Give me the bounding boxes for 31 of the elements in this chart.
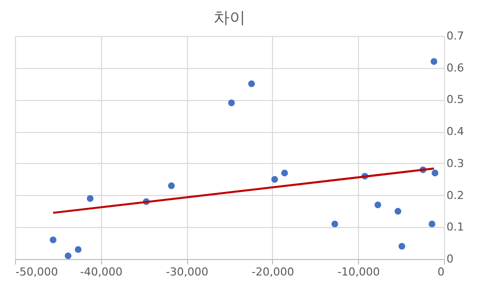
- point: [432, 170, 438, 176]
- y-tick-label: 0.5: [446, 93, 464, 106]
- x-tick-label: -50,000: [16, 266, 58, 278]
- point: [398, 242, 406, 250]
- point: [74, 246, 82, 253]
- point: [168, 182, 175, 190]
- point: [86, 195, 94, 202]
- y-tick-label: 0.1: [446, 220, 464, 234]
- point: [374, 201, 382, 208]
- y-tick-label: 0.2: [446, 188, 464, 202]
- x-tick-label: -10,000: [337, 266, 380, 278]
- point: [228, 100, 235, 106]
- x-tick-label: -30,000: [166, 266, 208, 278]
- point: [281, 170, 288, 176]
- y-tick-label: 0.7: [446, 30, 464, 42]
- point: [430, 58, 438, 65]
- point: [271, 176, 278, 183]
- point: [331, 220, 338, 228]
- y-tick-label: 0.6: [446, 61, 464, 74]
- y-tick-label: 0: [446, 252, 454, 266]
- y-tick-label: 0.3: [446, 156, 464, 170]
- point: [394, 208, 402, 215]
- point: [64, 252, 72, 260]
- point: [248, 80, 255, 88]
- chart-title: 차이: [214, 8, 246, 27]
- point: [50, 236, 56, 244]
- x-tick-label: 0: [438, 266, 444, 278]
- x-tick-label: -40,000: [80, 266, 123, 278]
- x-tick-label: -20,000: [252, 266, 294, 278]
- point: [428, 220, 436, 228]
- y-tick-label: 0.4: [446, 125, 464, 138]
